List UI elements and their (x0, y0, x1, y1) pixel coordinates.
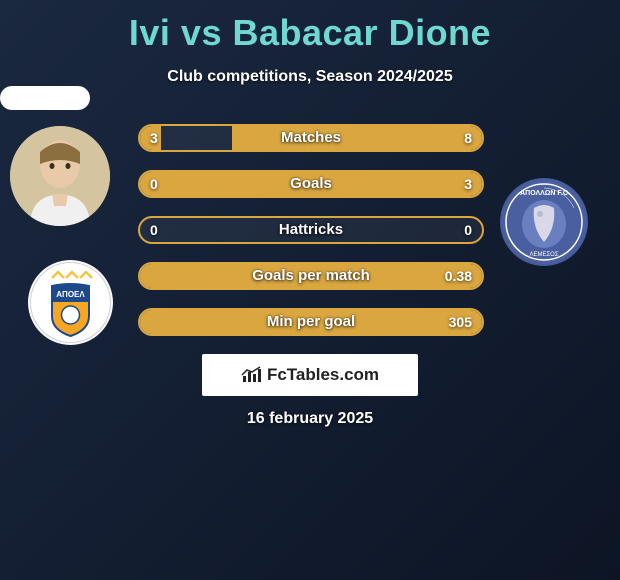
player-avatar-icon (10, 126, 110, 226)
stat-value-right: 8 (454, 126, 482, 150)
stat-label: Min per goal (140, 310, 482, 334)
svg-text:ΑΠΟΛΛΩΝ F.C: ΑΠΟΛΛΩΝ F.C (520, 190, 568, 197)
stat-value-right: 0 (454, 218, 482, 242)
date-line: 16 february 2025 (0, 410, 620, 428)
stat-row: 0Hattricks0 (138, 216, 484, 244)
stat-label: Matches (140, 126, 482, 150)
stat-label: Goals (140, 172, 482, 196)
stat-row: Min per goal305 (138, 308, 484, 336)
subtitle: Club competitions, Season 2024/2025 (0, 68, 620, 86)
stat-value-right: 0.38 (435, 264, 482, 288)
player-photo-left (10, 126, 110, 226)
stat-row: Goals per match0.38 (138, 262, 484, 290)
page-title: Ivi vs Babacar Dione (0, 0, 620, 54)
player-photo-right (0, 86, 90, 110)
stats-container: 3Matches80Goals30Hattricks0Goals per mat… (138, 124, 484, 354)
club-crest-icon: ΑΠΟΛΛΩΝ F.C ΛΕΜΕΣΟΣ (500, 178, 588, 266)
club-badge-left: ΑΠΟΕΛ (28, 260, 113, 345)
stat-value-right: 3 (454, 172, 482, 196)
chart-icon (241, 366, 263, 384)
stat-label: Hattricks (140, 218, 482, 242)
stat-value-right: 305 (439, 310, 482, 334)
stat-label: Goals per match (140, 264, 482, 288)
brand-text: FcTables.com (267, 365, 379, 385)
stat-row: 3Matches8 (138, 124, 484, 152)
club-crest-icon: ΑΠΟΕΛ (28, 260, 113, 345)
club-badge-right: ΑΠΟΛΛΩΝ F.C ΛΕΜΕΣΟΣ (500, 178, 588, 266)
brand-box: FcTables.com (202, 354, 418, 396)
svg-text:ΛΕΜΕΣΟΣ: ΛΕΜΕΣΟΣ (529, 252, 558, 258)
stat-row: 0Goals3 (138, 170, 484, 198)
svg-text:ΑΠΟΕΛ: ΑΠΟΕΛ (56, 290, 85, 299)
